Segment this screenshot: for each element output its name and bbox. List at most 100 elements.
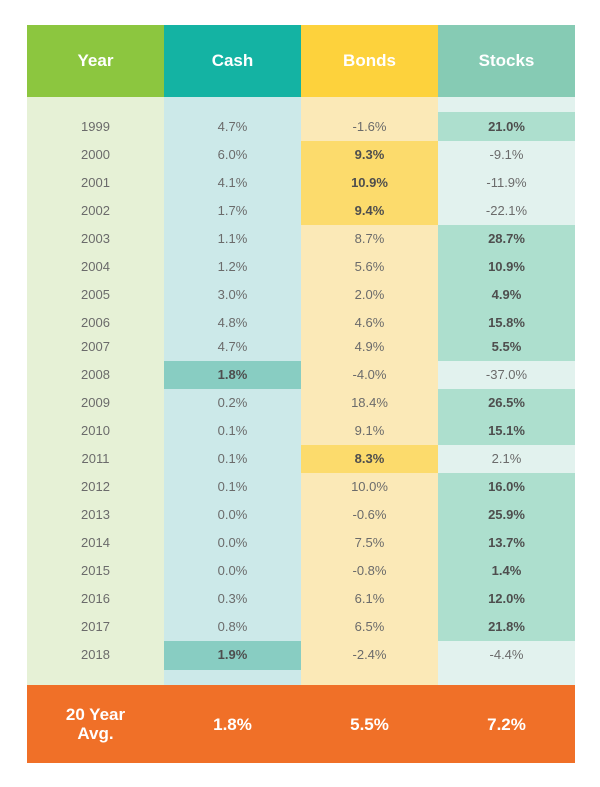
cash-cell-2008: 1.8% — [217, 367, 248, 382]
cash-highlight-2008 — [164, 361, 301, 389]
footer-bonds: 5.5% — [350, 714, 389, 734]
cash-column-bg — [164, 97, 301, 685]
year-cell-2005: 2005 — [81, 287, 110, 302]
year-cell-2006: 2006 — [81, 315, 110, 330]
stocks-cell-2014: 13.7% — [488, 535, 525, 550]
footer-label-text: 20 Year Avg. — [65, 705, 126, 743]
cash-cell-2004: 1.2% — [217, 259, 248, 274]
bonds-header: Bonds — [301, 25, 438, 97]
bonds-highlight-2000 — [301, 141, 438, 169]
bonds-cell-2017: 6.5% — [354, 619, 385, 634]
stocks-highlight-2016 — [438, 585, 575, 613]
stocks-highlight-2006 — [438, 309, 575, 335]
year-cell-2004: 2004 — [81, 259, 110, 274]
stocks-cell-2005: 4.9% — [491, 287, 522, 302]
year-cell-2013: 2013 — [81, 507, 110, 522]
year-cell-2008: 2008 — [81, 367, 110, 382]
returns-table: Year Cash Bonds Stocks 1999 4.7% -1.6% 21.0… — [27, 25, 575, 763]
cash-cell-2000: 6.0% — [217, 147, 248, 162]
cash-cell-2013: 0.0% — [217, 507, 248, 522]
cash-cell-1999: 4.7% — [217, 119, 248, 134]
year-cell-2003: 2003 — [81, 231, 110, 246]
bonds-cell-2001: 10.9% — [351, 175, 388, 190]
bonds-cell-2005: 2.0% — [354, 287, 385, 302]
stocks-cell-2007: 5.5% — [491, 339, 522, 354]
year-cell-1999: 1999 — [81, 119, 110, 134]
bonds-cell-2015: -0.8% — [352, 563, 387, 578]
cash-cell-2016: 0.3% — [217, 591, 248, 606]
stocks-cell-2000: -9.1% — [489, 147, 524, 162]
stocks-cell-2001: -11.9% — [486, 175, 527, 190]
stocks-cell-2008: -37.0% — [485, 367, 528, 382]
year-cell-2002: 2002 — [81, 203, 110, 218]
bonds-cell-2010: 9.1% — [354, 423, 385, 438]
stocks-highlight-2014 — [438, 529, 575, 557]
cash-cell-2011: 0.1% — [217, 451, 248, 466]
year-header: Year — [27, 25, 164, 97]
cash-cell-2018: 1.9% — [217, 647, 248, 662]
average-footer: 20 Year Avg. 1.8% 5.5% 7.2% — [27, 685, 575, 763]
stocks-highlight-2003 — [438, 225, 575, 253]
bonds-cell-2000: 9.3% — [354, 147, 385, 162]
stocks-cell-1999: 21.0% — [488, 119, 525, 134]
cash-cell-2001: 4.1% — [217, 175, 248, 190]
year-cell-2012: 2012 — [81, 479, 110, 494]
bonds-highlight-2001 — [301, 169, 438, 197]
bonds-cell-2018: -2.4% — [352, 647, 387, 662]
bonds-cell-2009: 18.4% — [351, 395, 388, 410]
cash-header: Cash — [164, 25, 301, 97]
bonds-cell-2012: 10.0% — [351, 479, 388, 494]
stocks-cell-2010: 15.1% — [488, 423, 525, 438]
stocks-cell-2011: 2.1% — [491, 451, 522, 466]
bonds-cell-2004: 5.6% — [354, 259, 385, 274]
year-cell-2017: 2017 — [81, 619, 110, 634]
stocks-header: Stocks — [438, 25, 575, 97]
cash-cell-2015: 0.0% — [217, 563, 248, 578]
stocks-highlight-2012 — [438, 473, 575, 501]
bonds-cell-2002: 9.4% — [354, 203, 385, 218]
cash-cell-2010: 0.1% — [217, 423, 248, 438]
stocks-cell-2006: 15.8% — [488, 315, 525, 330]
bonds-cell-1999: -1.6% — [352, 119, 387, 134]
bonds-cell-2008: -4.0% — [352, 367, 387, 382]
stocks-cell-2017: 21.8% — [488, 619, 525, 634]
stocks-cell-2013: 25.9% — [488, 507, 525, 522]
stocks-cell-2002: -22.1% — [485, 203, 528, 218]
stocks-cell-2015: 1.4% — [491, 563, 522, 578]
cash-cell-2012: 0.1% — [217, 479, 248, 494]
year-cell-2000: 2000 — [81, 147, 110, 162]
cash-cell-2006: 4.8% — [217, 315, 248, 330]
bonds-cell-2006: 4.6% — [354, 315, 385, 330]
footer-stocks: 7.2% — [487, 714, 526, 734]
cash-highlight-2018 — [164, 641, 301, 670]
cash-cell-2003: 1.1% — [217, 231, 248, 246]
cash-cell-2005: 3.0% — [217, 287, 248, 302]
year-cell-2016: 2016 — [81, 591, 110, 606]
year-column: Year — [27, 25, 164, 685]
bonds-cell-2016: 6.1% — [354, 591, 385, 606]
year-column-bg — [27, 97, 164, 685]
bonds-cell-2014: 7.5% — [354, 535, 385, 550]
footer-cash: 1.8% — [213, 714, 252, 734]
stocks-highlight-2009 — [438, 389, 575, 417]
bonds-highlight-2011 — [301, 445, 438, 473]
bonds-cell-2011: 8.3% — [354, 451, 385, 466]
year-cell-2010: 2010 — [81, 423, 110, 438]
year-cell-2015: 2015 — [81, 563, 110, 578]
cash-column: Cash — [164, 25, 301, 685]
cash-cell-2017: 0.8% — [217, 619, 248, 634]
stocks-cell-2012: 16.0% — [488, 479, 525, 494]
stocks-highlight-2017 — [438, 613, 575, 641]
stocks-highlight-2013 — [438, 501, 575, 529]
stocks-highlight-2004 — [438, 253, 575, 281]
stocks-highlight-2005 — [438, 281, 575, 309]
year-cell-2018: 2018 — [81, 647, 110, 662]
year-cell-2011: 2011 — [81, 451, 110, 466]
year-cell-2014: 2014 — [81, 535, 110, 550]
cash-cell-2014: 0.0% — [217, 535, 248, 550]
bonds-cell-2013: -0.6% — [352, 507, 387, 522]
bonds-highlight-2002 — [301, 197, 438, 225]
stocks-cell-2003: 28.7% — [488, 231, 525, 246]
cash-cell-2002: 1.7% — [217, 203, 248, 218]
year-cell-2009: 2009 — [81, 395, 110, 410]
